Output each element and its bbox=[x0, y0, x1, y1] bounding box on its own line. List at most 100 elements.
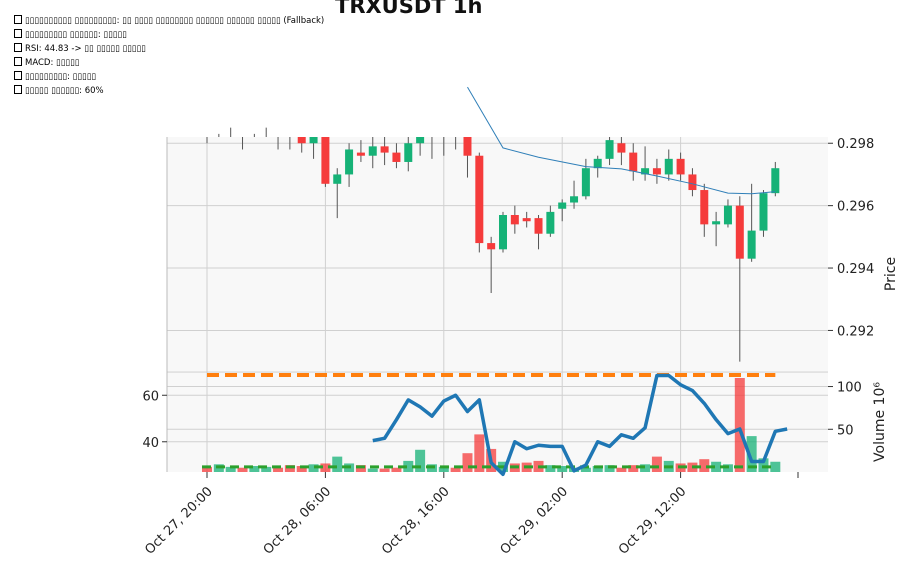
candle-body bbox=[297, 137, 306, 144]
info-box: ▯▯▯▯▯▯▯▯▯▯ ▯▯▯▯▯▯▯▯▯: ▯▯ ▯▯▯▯ ▯▯▯▯▯▯▯▯ ▯… bbox=[14, 14, 324, 98]
volume-bar bbox=[237, 467, 248, 472]
info-line-trend: ▯▯▯▯▯▯▯▯▯ ▯▯▯▯▯▯: ▯▯▯▯▯ bbox=[14, 28, 324, 42]
volume-bar bbox=[296, 466, 307, 472]
info-line-rsi: RSI: 44.83 -> ▯▯ ▯▯▯▯▯ ▯▯▯▯▯ bbox=[14, 42, 324, 56]
info-text: RSI: 44.83 -> ▯▯ ▯▯▯▯▯ ▯▯▯▯▯ bbox=[25, 44, 146, 54]
info-text: ▯▯▯▯▯▯▯▯▯ ▯▯▯▯▯▯: ▯▯▯▯▯ bbox=[25, 30, 127, 40]
volume-bar bbox=[367, 468, 378, 472]
volume-bar bbox=[770, 461, 781, 472]
volume-bar bbox=[628, 465, 639, 472]
candle-body bbox=[676, 158, 685, 175]
volume-bar bbox=[320, 463, 331, 472]
candle-body bbox=[652, 168, 661, 175]
volume-bar bbox=[273, 467, 284, 472]
checkbox-icon bbox=[14, 43, 22, 52]
x-tick-label: Oct 29, 02:00 bbox=[498, 484, 571, 557]
candle-body bbox=[593, 158, 602, 169]
indicator-lines bbox=[207, 86, 788, 477]
grid bbox=[167, 137, 828, 472]
x-tick-label: Oct 28, 16:00 bbox=[379, 484, 452, 557]
candle-body bbox=[629, 152, 638, 172]
checkbox-icon bbox=[14, 71, 22, 80]
candle-body bbox=[345, 149, 354, 175]
volume-bar bbox=[604, 465, 615, 472]
candle-body bbox=[463, 137, 472, 156]
volume-bar bbox=[758, 458, 769, 472]
candle-body bbox=[759, 193, 768, 231]
candle-body bbox=[475, 155, 484, 244]
candle-body bbox=[617, 143, 626, 153]
x-tick-label: Oct 28, 06:00 bbox=[261, 484, 334, 557]
candle-body bbox=[356, 152, 365, 156]
volume-bar bbox=[225, 466, 236, 472]
candle-body bbox=[771, 168, 780, 194]
price-axis-title: Price bbox=[883, 257, 899, 291]
volume-tick-label: 50 bbox=[837, 423, 854, 438]
volume-bar bbox=[711, 461, 722, 472]
volume-bar bbox=[202, 466, 212, 472]
checkbox-icon bbox=[14, 85, 22, 94]
candle-body bbox=[581, 168, 590, 197]
rsi-line bbox=[372, 373, 788, 477]
volume-bar bbox=[438, 466, 449, 472]
candle-body bbox=[688, 174, 697, 191]
price-panel bbox=[167, 137, 828, 371]
candle-body bbox=[735, 205, 744, 259]
info-line-signal: ▯▯▯▯▯▯▯▯▯▯ ▯▯▯▯▯▯▯▯▯: ▯▯ ▯▯▯▯ ▯▯▯▯▯▯▯▯ ▯… bbox=[14, 14, 324, 28]
volume-bar bbox=[734, 378, 745, 472]
volume-axis-title: Volume 10⁶ bbox=[872, 382, 888, 462]
moving-average-line bbox=[467, 86, 776, 195]
price-tick-label: 0.294 bbox=[837, 262, 874, 277]
price-tick-label: 0.292 bbox=[837, 324, 874, 339]
volume-bar bbox=[557, 466, 568, 472]
candle-body bbox=[534, 218, 543, 234]
volume-bars bbox=[202, 378, 781, 472]
volume-bar bbox=[249, 466, 260, 472]
info-text: ▯▯▯▯▯▯▯▯▯: ▯▯▯▯▯ bbox=[25, 72, 97, 82]
volume-bar bbox=[403, 460, 414, 472]
chart-title: TRXUSDT 1h bbox=[335, 0, 483, 18]
candle-body bbox=[522, 218, 531, 222]
checkbox-icon bbox=[14, 29, 22, 38]
volume-bar bbox=[450, 467, 461, 472]
volume-bar bbox=[415, 449, 426, 472]
candle-body bbox=[723, 205, 732, 225]
volume-bar bbox=[746, 436, 757, 472]
info-line-macd: MACD: ▯▯▯▯▯ bbox=[14, 56, 324, 70]
info-text: ▯▯▯▯▯▯▯▯▯▯ ▯▯▯▯▯▯▯▯▯: ▯▯ ▯▯▯▯ ▯▯▯▯▯▯▯▯ ▯… bbox=[25, 16, 325, 26]
volume-bar bbox=[332, 456, 343, 472]
volume-bar bbox=[592, 466, 603, 472]
volume-tick-label: 100 bbox=[837, 381, 862, 396]
candle-body bbox=[380, 146, 389, 153]
volume-bar bbox=[379, 468, 390, 472]
candle-body bbox=[333, 174, 342, 184]
checkbox-icon bbox=[14, 57, 22, 66]
volume-bar bbox=[261, 466, 272, 472]
rsi-tick-label: 40 bbox=[142, 436, 159, 451]
candle-body bbox=[558, 202, 567, 209]
candle-body bbox=[546, 211, 555, 234]
candle-body bbox=[404, 143, 413, 162]
x-tick-label: Oct 29, 12:00 bbox=[616, 484, 689, 557]
volume-bar bbox=[651, 456, 662, 472]
candle-body bbox=[416, 137, 425, 144]
volume-bar bbox=[580, 467, 591, 472]
candles bbox=[206, 127, 780, 362]
volume-bar bbox=[355, 465, 366, 472]
candle-body bbox=[487, 243, 496, 250]
candle-body bbox=[309, 137, 318, 144]
volume-bar bbox=[545, 465, 556, 472]
rsi-tick-label: 60 bbox=[142, 389, 159, 404]
price-tick-label: 0.298 bbox=[837, 137, 874, 152]
checkbox-icon bbox=[14, 15, 22, 24]
candle-body bbox=[641, 168, 650, 175]
volume-bar bbox=[462, 453, 473, 472]
candle-body bbox=[605, 140, 614, 159]
info-line-volume: ▯▯▯▯▯▯▯▯▯: ▯▯▯▯▯ bbox=[14, 70, 324, 84]
candle-body bbox=[747, 230, 756, 259]
candle-body bbox=[321, 137, 330, 184]
candle-body bbox=[510, 215, 519, 225]
volume-bar bbox=[616, 467, 627, 472]
price-tick-label: 0.296 bbox=[837, 200, 874, 215]
